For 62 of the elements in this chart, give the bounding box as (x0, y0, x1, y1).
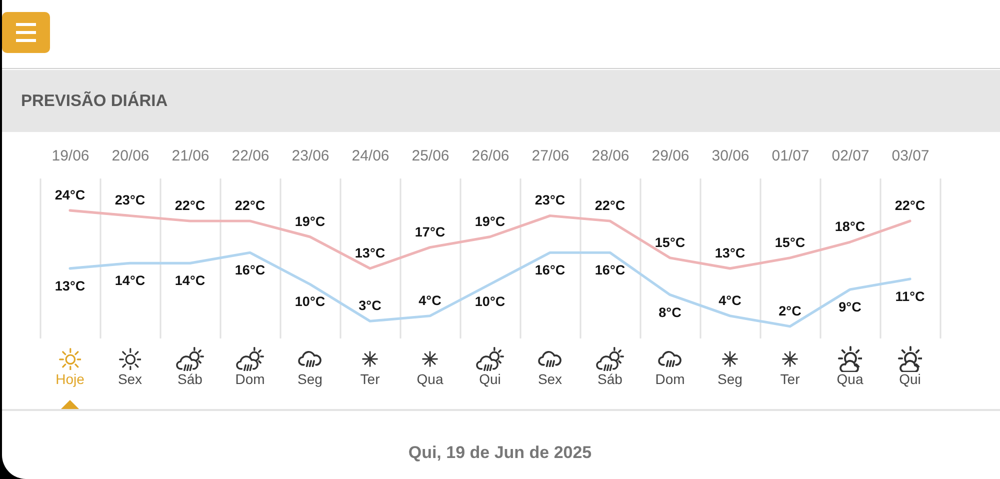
data-label: 13°C (354, 245, 386, 260)
text: Seg (298, 371, 322, 387)
data-label: 13°C (54, 278, 86, 294)
x-tick-label: 03/07 (892, 148, 930, 164)
data-label: 18°C (834, 219, 866, 234)
text: Qua (416, 371, 444, 387)
data-label: 4°C (718, 292, 742, 308)
text: Ter (360, 371, 380, 387)
data-label: 22°C (174, 198, 206, 214)
text: Hoje (56, 371, 85, 387)
x-tick-label: 01/07 (772, 148, 810, 164)
text: Sáb (178, 371, 203, 387)
x-tick-label: 22/06 (232, 148, 270, 164)
data-label: 8°C (658, 304, 682, 320)
x-tick-label: 26/06 (472, 148, 510, 164)
text: Qui, 19 de Jun de 2025 (407, 443, 593, 463)
data-label: 4°C (418, 292, 442, 308)
data-label: 14°C (114, 273, 146, 288)
data-label: 2°C (778, 303, 802, 318)
data-label: 3°C (358, 298, 382, 314)
text: Ter (780, 371, 800, 387)
text: Dom (655, 371, 685, 387)
data-label: 13°C (714, 245, 746, 260)
text: Sex (118, 371, 142, 387)
x-tick-label: 20/06 (112, 148, 150, 164)
x-tick-label: 30/06 (712, 148, 750, 164)
text: Dom (235, 371, 265, 387)
data-label: 14°C (174, 273, 206, 288)
data-label: 15°C (774, 234, 806, 250)
data-label: 10°C (474, 294, 506, 310)
data-label: 16°C (534, 262, 566, 278)
x-tick-label: 27/06 (532, 148, 570, 164)
x-tick-label: 02/07 (832, 148, 870, 164)
x-tick-label: 25/06 (412, 148, 450, 164)
x-tick-label: 21/06 (172, 148, 210, 164)
data-label: 10°C (294, 294, 326, 310)
x-tick-label: 19/06 (52, 148, 90, 164)
text: Sex (538, 371, 562, 387)
data-label: 22°C (234, 198, 266, 214)
data-label: 24°C (54, 187, 86, 202)
data-label: 11°C (895, 288, 925, 304)
data-label: 19°C (474, 214, 506, 229)
text: Qui (899, 371, 921, 387)
data-label: 16°C (594, 262, 626, 278)
data-label: 23°C (534, 192, 566, 208)
data-label: 19°C (294, 214, 326, 229)
x-tick-label: 28/06 (592, 148, 630, 164)
data-label: 23°C (114, 192, 146, 208)
text: Qui (479, 371, 501, 387)
text: Qua (836, 371, 864, 387)
text: Seg (718, 371, 742, 387)
data-label: 22°C (894, 198, 926, 214)
data-label: 22°C (594, 198, 626, 214)
data-label: 15°C (654, 234, 686, 250)
data-label: 16°C (234, 262, 266, 278)
text: Sáb (598, 371, 623, 387)
chart-title: PREVISÃO DIÁRIA (21, 92, 168, 111)
data-label: 9°C (838, 300, 862, 315)
data-label: 17°C (414, 224, 446, 240)
x-tick-label: 29/06 (652, 148, 690, 164)
x-tick-label: 24/06 (352, 148, 390, 164)
x-tick-label: 23/06 (292, 148, 330, 164)
